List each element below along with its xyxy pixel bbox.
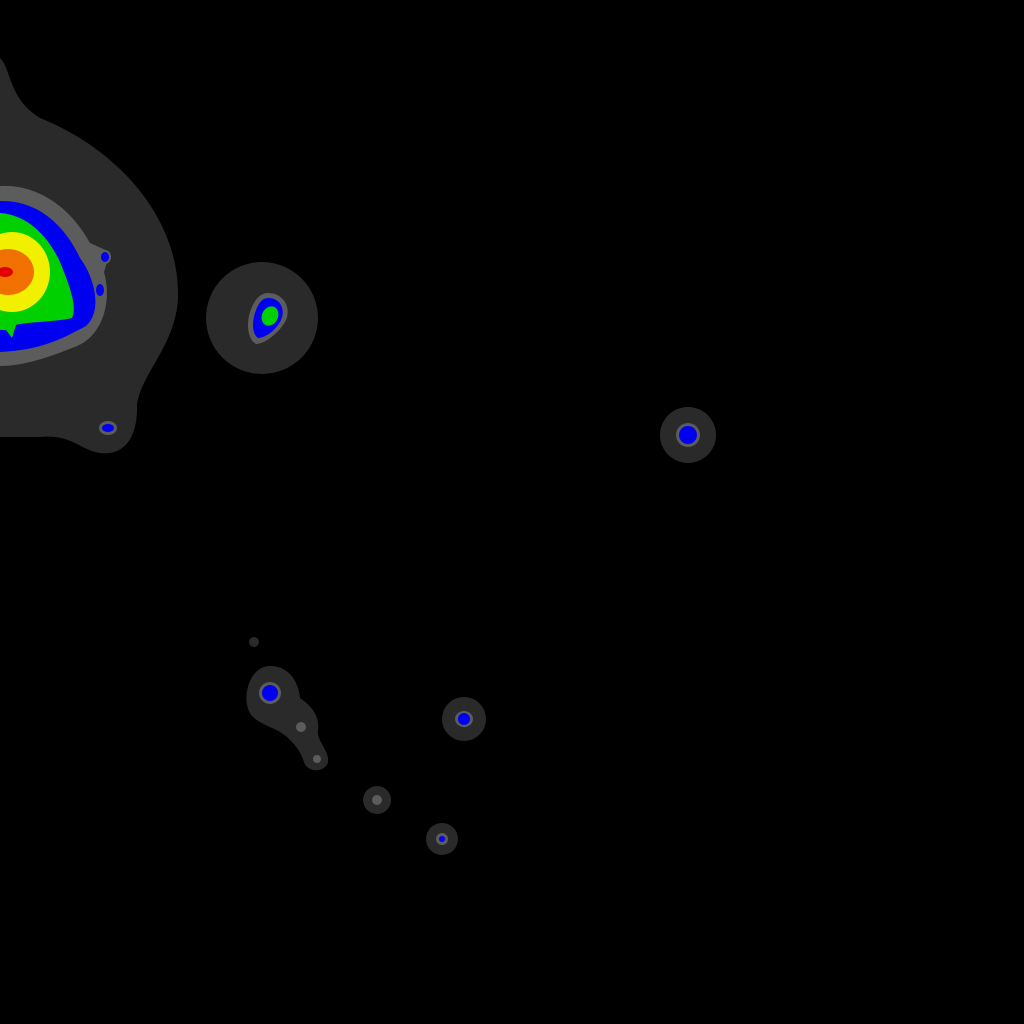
contour-blue [458, 713, 470, 725]
contour-outer [249, 637, 259, 647]
source [426, 823, 458, 855]
contour-green [261, 306, 279, 326]
contour-orange [0, 249, 34, 295]
contour-blue [102, 424, 114, 432]
contour-gray [296, 722, 306, 732]
contour-gray [372, 795, 382, 805]
contour-blue [679, 426, 697, 444]
contour-blue [439, 836, 445, 842]
source [363, 786, 391, 814]
contour-gray [313, 755, 321, 763]
source [660, 407, 716, 463]
contour-blue [96, 284, 104, 296]
contour-red [0, 267, 13, 277]
main-source [0, 58, 179, 454]
contour-blue [99, 250, 111, 264]
source [442, 697, 486, 741]
source [206, 262, 318, 374]
contour-blue [262, 685, 278, 701]
source [246, 637, 329, 771]
